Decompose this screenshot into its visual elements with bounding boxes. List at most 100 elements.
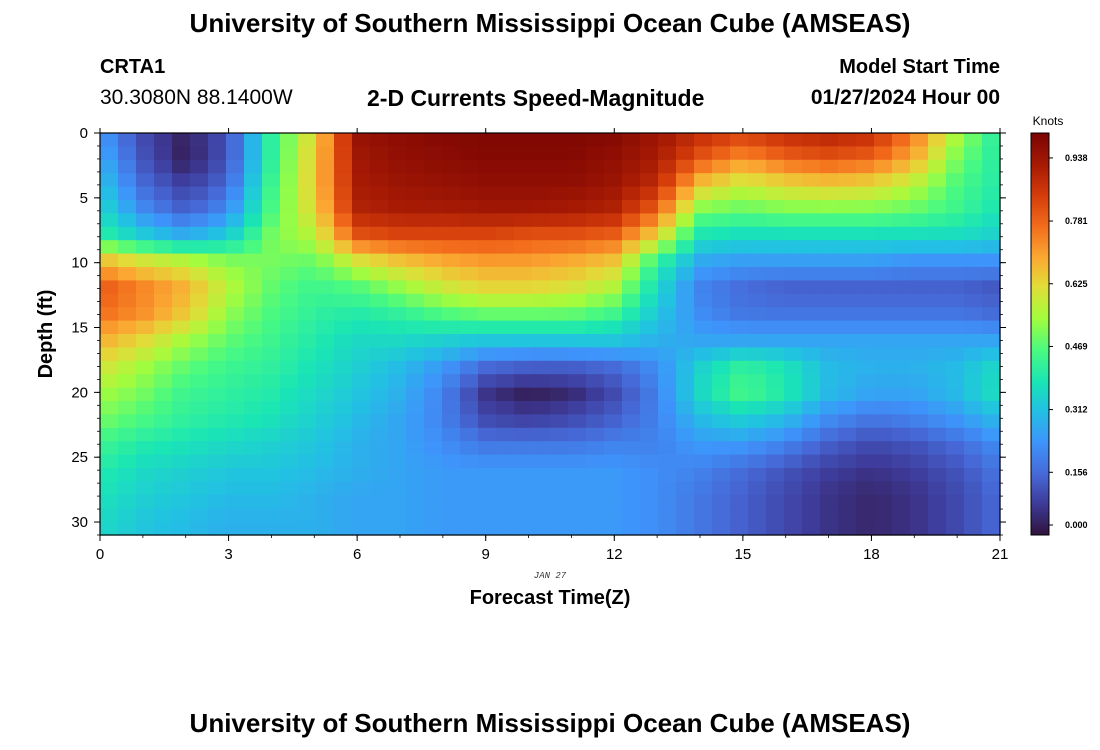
heatmap-cell [208, 414, 227, 429]
heatmap-cell [658, 508, 677, 523]
heatmap-cell [784, 280, 803, 295]
heatmap-cell [424, 213, 443, 228]
heatmap-cell [442, 133, 461, 147]
heatmap-cell [460, 374, 479, 389]
heatmap-cell [784, 494, 803, 509]
heatmap-cell [154, 173, 173, 188]
heatmap-cell [658, 347, 677, 362]
heatmap-cell [838, 133, 857, 147]
heatmap-cell [856, 253, 875, 268]
heatmap-cell [352, 414, 371, 429]
heatmap-cell [532, 146, 551, 161]
heatmap-cell [226, 293, 245, 308]
heatmap-cell [694, 481, 713, 496]
heatmap-cell [298, 508, 317, 523]
heatmap-cell [352, 334, 371, 348]
heatmap-cell [694, 468, 713, 482]
heatmap-cell [874, 226, 893, 241]
colorbar-tick-label: 0.938 [1065, 153, 1088, 163]
heatmap-cell [244, 253, 263, 268]
heatmap-cell [298, 133, 317, 147]
heatmap-cell [172, 267, 191, 281]
heatmap-cell [964, 213, 983, 228]
heatmap-cell [280, 320, 299, 335]
heatmap-cell [946, 427, 965, 442]
heatmap-cell [820, 441, 839, 456]
heatmap-cell [136, 213, 155, 228]
heatmap-cell [730, 427, 749, 442]
heatmap-cell [460, 414, 479, 429]
heatmap-cell [928, 387, 947, 402]
heatmap-cell [406, 253, 425, 268]
heatmap-cell [190, 213, 209, 228]
heatmap-cell [658, 213, 677, 228]
heatmap-cell [118, 200, 137, 214]
heatmap-cell [622, 267, 641, 281]
heatmap-cell [676, 374, 695, 389]
heatmap-cell [838, 334, 857, 348]
heatmap-cell [766, 494, 785, 509]
heatmap-cell [640, 253, 659, 268]
heatmap-cell [820, 240, 839, 255]
heatmap-cell [892, 414, 911, 429]
heatmap-cell [136, 253, 155, 268]
heatmap-cell [766, 280, 785, 295]
heatmap-cell [730, 494, 749, 509]
heatmap-cell [658, 454, 677, 469]
heatmap-cell [172, 427, 191, 442]
heatmap-cell [964, 320, 983, 335]
footer-title: University of Southern Mississippi Ocean… [189, 708, 911, 738]
heatmap-cell [730, 360, 749, 375]
heatmap-cell [640, 267, 659, 281]
heatmap-cell [712, 521, 731, 536]
heatmap-cell [964, 226, 983, 241]
heatmap-cell [802, 226, 821, 241]
heatmap-cell [262, 481, 281, 496]
heatmap-cell [586, 508, 605, 523]
heatmap-cell [154, 454, 173, 469]
heatmap-cell [910, 521, 929, 536]
heatmap-cell [460, 468, 479, 482]
heatmap-cell [496, 213, 515, 228]
heatmap-cell [712, 347, 731, 362]
date-label: JAN 27 [534, 571, 567, 581]
heatmap-cell [244, 360, 263, 375]
heatmap-cell [604, 240, 623, 255]
heatmap-cell [478, 481, 497, 496]
heatmap-cell [316, 159, 335, 174]
heatmap-cell [334, 133, 353, 147]
y-tick-label: 5 [80, 190, 88, 207]
heatmap-cell [226, 173, 245, 188]
heatmap-cell [982, 360, 1001, 375]
heatmap-cell [172, 360, 191, 375]
heatmap-cell [208, 226, 227, 241]
heatmap-cell [100, 508, 119, 523]
heatmap-cell [964, 280, 983, 295]
heatmap-cell [856, 360, 875, 375]
heatmap-cell [622, 293, 641, 308]
heatmap-cell [622, 280, 641, 295]
heatmap-cell [784, 334, 803, 348]
heatmap-cell [766, 441, 785, 456]
heatmap-cell [244, 226, 263, 241]
heatmap-cell [460, 508, 479, 523]
heatmap-cell [856, 186, 875, 201]
heatmap-cell [334, 494, 353, 509]
heatmap-cell [370, 468, 389, 482]
heatmap-cell [442, 159, 461, 174]
heatmap-cell [892, 334, 911, 348]
heatmap-cell [604, 427, 623, 442]
heatmap-cell [532, 320, 551, 335]
heatmap-cell [982, 468, 1001, 482]
heatmap-cell [172, 307, 191, 322]
heatmap-cell [154, 146, 173, 161]
heatmap-cell [370, 200, 389, 214]
heatmap-cell [658, 374, 677, 389]
heatmap-cell [118, 334, 137, 348]
heatmap-cell [766, 427, 785, 442]
heatmap-cell [334, 347, 353, 362]
heatmap-cell [766, 347, 785, 362]
heatmap-cell [928, 267, 947, 281]
heatmap-cell [568, 521, 587, 536]
heatmap-cell [892, 146, 911, 161]
